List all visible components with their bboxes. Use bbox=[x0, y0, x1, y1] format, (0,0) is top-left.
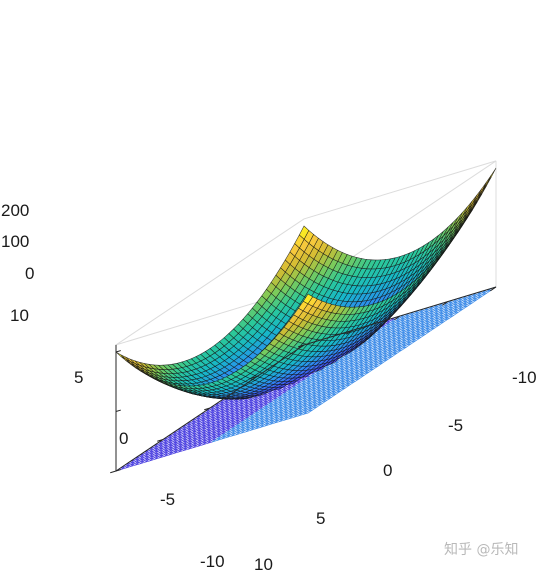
z-tick-label: 100 bbox=[1, 232, 29, 251]
x-tick-mark bbox=[204, 407, 211, 411]
z-tick-mark bbox=[115, 409, 121, 412]
y-tick-mark bbox=[394, 315, 401, 321]
x-tick-mark bbox=[157, 439, 164, 442]
surface-cell bbox=[115, 351, 126, 360]
z-tick-label: 0 bbox=[25, 264, 34, 283]
z-tick-label: 200 bbox=[1, 201, 29, 220]
y-tick-label: 10 bbox=[254, 555, 273, 574]
y-tick-mark bbox=[442, 301, 449, 306]
x-tick-mark bbox=[110, 470, 117, 474]
z-tick-mark bbox=[115, 350, 121, 353]
y-tick-label: 5 bbox=[316, 509, 325, 528]
y-tick-label: -10 bbox=[512, 368, 537, 387]
x-tick-label: 0 bbox=[119, 429, 128, 448]
y-tick-label: 0 bbox=[383, 461, 392, 480]
x-tick-label: -5 bbox=[160, 490, 175, 509]
y-tick-mark bbox=[346, 330, 353, 335]
x-tick-label: 5 bbox=[74, 368, 83, 387]
watermark: 知乎 @乐知 bbox=[444, 541, 518, 558]
surface-mesh bbox=[115, 167, 497, 400]
z-tick-mark bbox=[115, 469, 121, 472]
x-tick-label: 10 bbox=[10, 306, 29, 325]
y-tick-label: -5 bbox=[448, 416, 463, 435]
y-tick-mark bbox=[490, 286, 497, 292]
axes-box-front bbox=[110, 286, 497, 474]
floor-cell bbox=[303, 409, 313, 415]
tick-labels: 200 100 0 -10 -5 0 5 10 -10 -5 0 5 10 bbox=[1, 201, 537, 574]
x-tick-label: -10 bbox=[200, 552, 225, 571]
x-tick-mark bbox=[251, 376, 258, 379]
y-tick-mark bbox=[298, 344, 305, 350]
